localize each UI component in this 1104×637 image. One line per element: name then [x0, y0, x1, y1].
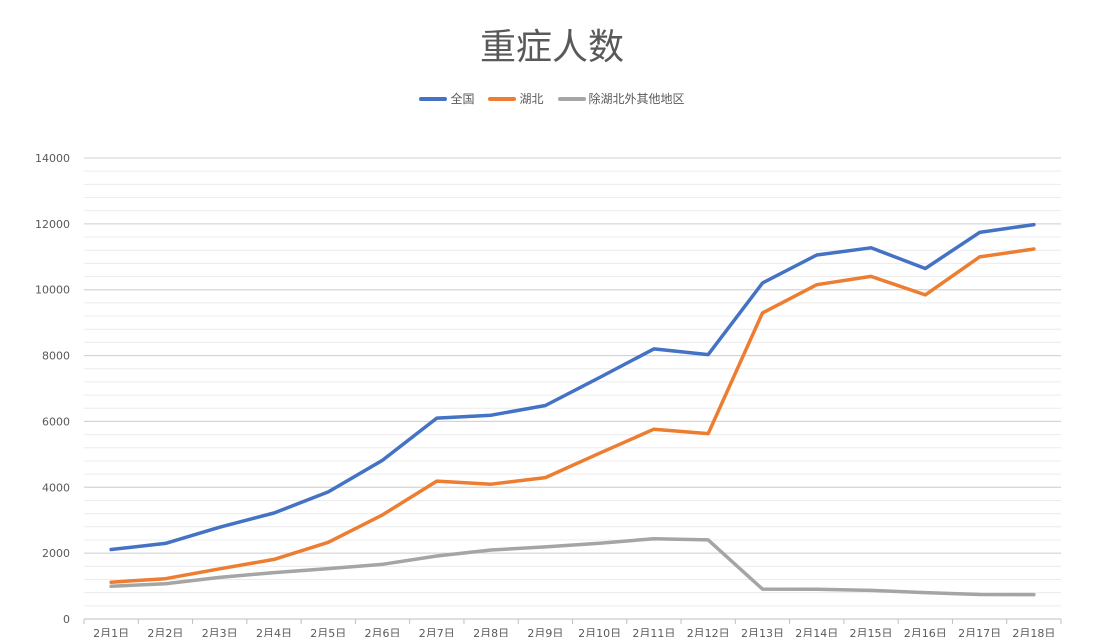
x-tick-label: 2月1日	[93, 627, 129, 637]
legend-label: 湖北	[519, 92, 544, 106]
legend-entry: 全国	[419, 90, 474, 107]
x-tick-label: 2月16日	[904, 627, 947, 637]
x-tick-label: 2月3日	[202, 627, 238, 637]
x-tick-label: 2月6日	[365, 627, 401, 637]
x-tick-label: 2月13日	[741, 627, 784, 637]
x-tick-label: 2月11日	[632, 627, 675, 637]
x-tick-label: 2月17日	[958, 627, 1001, 637]
series-line-1	[109, 247, 1036, 584]
x-tick-label: 2月4日	[256, 627, 292, 637]
y-tick-label: 8000	[42, 350, 70, 363]
y-tick-label: 2000	[42, 547, 70, 560]
y-tick-label: 0	[63, 613, 70, 626]
y-tick-label: 10000	[35, 284, 70, 297]
legend-label: 全国	[450, 92, 475, 106]
legend-entry: 湖北	[488, 90, 544, 107]
y-tick-label: 4000	[42, 481, 70, 494]
chart-title: 重症人数	[479, 27, 624, 68]
y-tick-label: 6000	[42, 415, 70, 428]
series-line-2	[109, 536, 1036, 597]
y-tick-label: 12000	[35, 218, 70, 231]
series-line-0	[109, 222, 1036, 552]
legend-entry: 除湖北外其他地区	[557, 90, 685, 107]
legend-label: 除湖北外其他地区	[588, 92, 685, 106]
x-tick-label: 2月15日	[850, 627, 893, 637]
x-tick-label: 2月14日	[795, 627, 838, 637]
y-tick-label: 14000	[35, 152, 70, 165]
legend-swatch	[419, 96, 448, 101]
x-tick-label: 2月12日	[687, 627, 730, 637]
x-tick-label: 2月18日	[1012, 627, 1055, 637]
legend-swatch	[557, 96, 586, 101]
x-tick-label: 2月9日	[527, 627, 563, 637]
x-tick-label: 2月8日	[473, 627, 509, 637]
x-tick-label: 2月2日	[147, 627, 183, 637]
legend: 全国 湖北 除湖北外其他地区	[0, 90, 1104, 107]
x-tick-label: 2月5日	[310, 627, 346, 637]
x-tick-label: 2月7日	[419, 627, 455, 637]
legend-swatch	[488, 96, 517, 101]
x-tick-label: 2月10日	[578, 627, 621, 637]
